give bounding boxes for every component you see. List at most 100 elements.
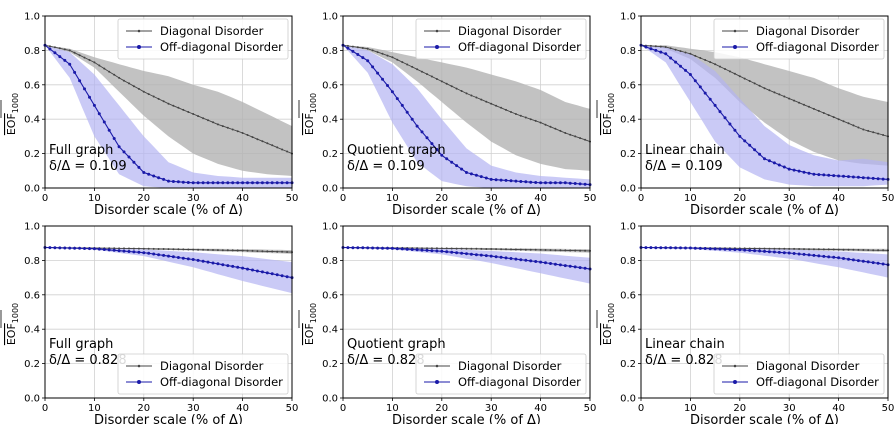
- x-tick-label: 40: [236, 403, 249, 414]
- offdiag-point: [738, 134, 742, 138]
- offdiag-point: [440, 153, 444, 157]
- diagonal-point: [827, 114, 830, 117]
- offdiag-point: [186, 181, 190, 184]
- offdiag-point: [693, 246, 697, 250]
- diagonal-point: [500, 106, 503, 109]
- diagonal-point: [649, 44, 652, 47]
- panel-annotation-ratio: δ/Δ = 0.828: [347, 353, 425, 368]
- diagonal-point: [276, 250, 279, 253]
- legend-marker-diagonal: [733, 29, 737, 33]
- offdiag-point: [698, 246, 702, 250]
- y-tick-label: 0.8: [620, 46, 636, 57]
- diagonal-point: [256, 250, 259, 253]
- y-axis-label: EOF1000: [5, 93, 20, 135]
- diagonal-point: [465, 92, 468, 95]
- y-tick-label: 0.0: [620, 184, 636, 195]
- legend-marker-diagonal: [435, 29, 439, 33]
- offdiag-band: [641, 247, 888, 278]
- offdiag-point: [58, 246, 62, 250]
- x-tick-label: 50: [882, 193, 894, 204]
- offdiag-point: [817, 254, 821, 258]
- y-tick-label: 0.4: [620, 115, 636, 126]
- diagonal-point: [271, 250, 274, 253]
- diagonal-point: [187, 248, 190, 251]
- diagonal-point: [241, 249, 244, 252]
- y-axis-label-sub: 1000: [309, 93, 318, 113]
- offdiag-point: [255, 269, 259, 273]
- panel-annotation-title: Quotient graph: [347, 143, 446, 158]
- legend-marker-diagonal: [435, 364, 439, 368]
- diagonal-point: [534, 248, 537, 251]
- offdiag-point: [241, 266, 245, 270]
- offdiag-point: [157, 176, 161, 180]
- diagonal-band: [641, 247, 888, 252]
- y-axis-label: EOF1000: [601, 303, 616, 345]
- diagonal-point: [763, 87, 766, 90]
- legend-marker-offdiag: [733, 45, 737, 49]
- diagonal-point: [817, 109, 820, 112]
- offdiag-point: [881, 177, 885, 181]
- offdiag-point: [832, 255, 836, 259]
- y-tick-label: 0.4: [322, 115, 338, 126]
- diagonal-point: [832, 116, 835, 119]
- offdiag-point: [534, 260, 538, 263]
- diagonal-point: [78, 54, 81, 57]
- y-tick-label: 0.8: [24, 256, 40, 267]
- x-tick-label: 20: [435, 403, 448, 414]
- diagonal-point: [867, 129, 870, 132]
- offdiag-point: [196, 181, 200, 185]
- offdiag-point: [137, 250, 141, 254]
- offdiag-point: [280, 181, 284, 185]
- y-tick-label: 1.0: [24, 222, 40, 233]
- x-tick-label: 10: [684, 193, 697, 204]
- offdiag-point: [346, 246, 350, 250]
- offdiag-point: [445, 157, 449, 161]
- diagonal-point: [534, 119, 537, 122]
- offdiag-point: [733, 128, 737, 132]
- offdiag-point: [361, 56, 365, 60]
- panel-annotation-ratio: δ/Δ = 0.828: [49, 353, 127, 368]
- diagonal-point: [808, 105, 810, 108]
- diagonal-band: [45, 247, 292, 254]
- legend-label-offdiag: Off-diagonal Disorder: [756, 40, 879, 54]
- offdiag-point: [748, 248, 752, 252]
- panel-annotation-title: Full graph: [49, 337, 113, 352]
- offdiag-point: [767, 250, 771, 254]
- diagonal-point: [182, 248, 185, 251]
- offdiag-point: [748, 143, 752, 147]
- y-tick-label: 0.4: [322, 325, 338, 336]
- offdiag-point: [871, 261, 875, 265]
- offdiag-point: [524, 180, 528, 184]
- offdiag-point: [246, 181, 249, 185]
- diagonal-point: [544, 249, 547, 251]
- diagonal-point: [763, 247, 766, 250]
- diagonal-point: [579, 137, 582, 140]
- diagonal-point: [391, 56, 394, 59]
- offdiag-point: [376, 246, 380, 250]
- x-tick-label: 10: [88, 403, 101, 414]
- offdiag-point: [679, 64, 682, 68]
- offdiag-point: [346, 46, 350, 50]
- diagonal-point: [554, 249, 557, 252]
- offdiag-point: [664, 52, 668, 56]
- offdiag-point: [797, 169, 801, 173]
- offdiag-point: [708, 97, 712, 101]
- offdiag-band: [45, 247, 292, 294]
- legend-marker-offdiag: [435, 45, 439, 49]
- offdiag-point: [181, 180, 185, 184]
- diagonal-point: [113, 73, 116, 76]
- diagonal-point: [709, 61, 712, 64]
- offdiag-point: [519, 258, 523, 262]
- offdiag-point: [405, 247, 409, 251]
- x-tick-label: 30: [485, 403, 498, 414]
- diagonal-point: [783, 95, 786, 98]
- diagonal-point: [177, 248, 180, 251]
- offdiag-point: [381, 246, 384, 250]
- offdiag-point: [400, 247, 404, 251]
- offdiag-point: [445, 250, 449, 254]
- offdiag-point: [400, 103, 404, 107]
- y-tick-label: 0.0: [620, 394, 636, 405]
- diagonal-point: [187, 111, 190, 113]
- offdiag-point: [265, 271, 269, 275]
- offdiag-point: [410, 248, 414, 251]
